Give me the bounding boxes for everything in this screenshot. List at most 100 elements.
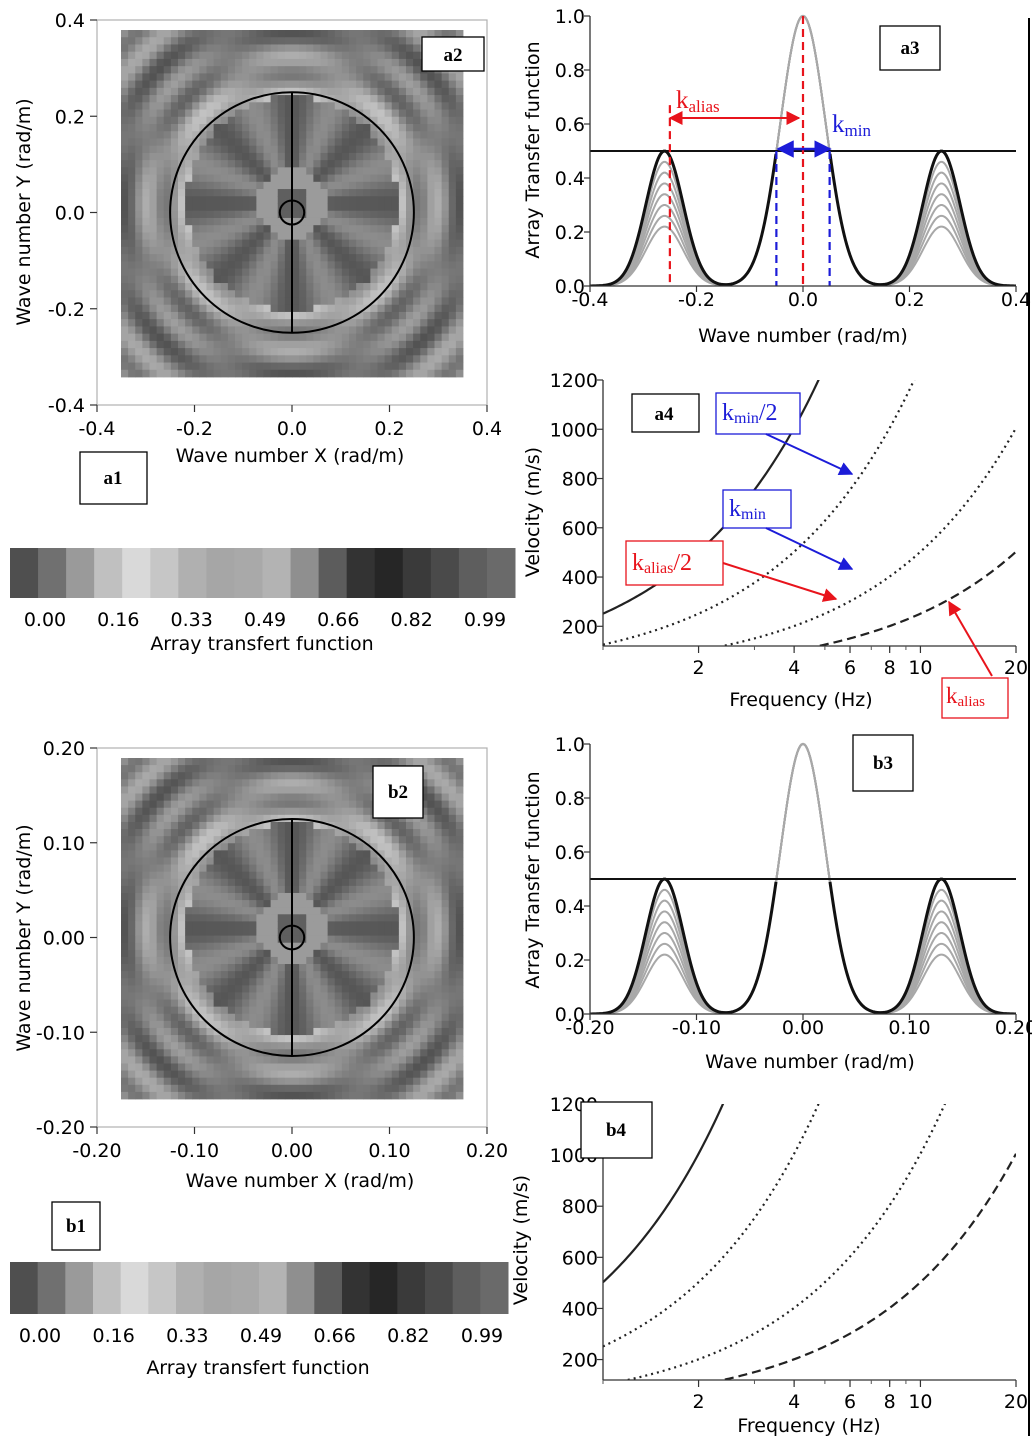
heatmap-cell	[235, 1020, 243, 1029]
heatmap-cell	[163, 246, 172, 255]
heatmap-cell	[448, 1013, 457, 1022]
heatmap-cell	[263, 1020, 272, 1029]
heatmap-cell	[313, 102, 321, 110]
heatmap-cell	[128, 196, 136, 204]
heatmap-cell	[413, 203, 421, 212]
heatmap-cell	[427, 268, 435, 277]
heatmap-cell	[235, 160, 243, 168]
heatmap-cell	[178, 978, 186, 986]
heatmap-cell	[356, 1070, 364, 1079]
heatmap-cell	[199, 914, 207, 922]
heatmap-cell	[341, 239, 350, 248]
heatmap-cell	[313, 95, 321, 103]
heatmap-cell	[320, 1063, 329, 1071]
heatmap-cell	[249, 369, 257, 378]
heatmap-cell	[199, 985, 207, 993]
heatmap-cell	[142, 765, 150, 773]
heatmap-cell	[149, 1027, 158, 1036]
heatmap-cell	[227, 319, 236, 327]
heatmap-cell	[406, 152, 414, 161]
heatmap-cell	[370, 95, 378, 103]
heatmap-cell	[391, 1020, 400, 1029]
heatmap-cell	[320, 992, 329, 1000]
heatmap-cell	[163, 942, 172, 951]
heatmap-cell	[128, 1020, 136, 1029]
heatmap-cell	[156, 999, 165, 1008]
panel-a3: -0.4 -0.2 0.0 0.2 0.40.00.20.40.60.81.0 Wave…	[522, 6, 1031, 347]
heatmap-cell	[142, 964, 150, 972]
heatmap-cell	[235, 210, 243, 219]
heatmap-cell	[406, 821, 414, 830]
heatmap-cell	[349, 80, 357, 89]
heatmap-cell	[427, 210, 435, 219]
heatmap-cell	[455, 203, 464, 212]
heatmap-cell	[327, 73, 336, 82]
heatmap-cell	[391, 152, 400, 161]
heatmap-cell	[256, 333, 264, 342]
heatmap-cell	[420, 914, 428, 922]
heatmap-cell	[235, 978, 243, 986]
heatmap-cell	[356, 196, 364, 204]
heatmap-cell	[156, 311, 165, 320]
heatmap-cell	[284, 800, 293, 809]
heatmap-cell	[156, 51, 165, 60]
heatmap-cell	[327, 999, 336, 1008]
heatmap-cell	[121, 1006, 129, 1015]
heatmap-cell	[270, 196, 279, 204]
heatmap-cell	[199, 871, 207, 880]
atf-curve-black	[590, 877, 1016, 1014]
heatmap-cell	[178, 283, 186, 291]
colorbar-segment	[346, 548, 376, 598]
heatmap-cell	[455, 319, 464, 327]
heatmap-cell	[356, 297, 364, 306]
heatmap-cell	[327, 949, 336, 958]
heatmap-cell	[199, 772, 207, 780]
heatmap-cell	[199, 261, 207, 269]
heatmap-cell	[149, 843, 158, 851]
heatmap-cell	[349, 1070, 357, 1079]
heatmap-cell	[327, 348, 336, 356]
heatmap-cell	[377, 37, 386, 45]
heatmap-cell	[356, 793, 364, 802]
heatmap-cell	[220, 1084, 229, 1093]
heatmap-cell	[156, 261, 165, 269]
heatmap-cell	[427, 964, 435, 972]
heatmap-cell	[135, 217, 143, 226]
heatmap-cell	[199, 160, 207, 168]
heatmap-cell	[121, 900, 129, 908]
heatmap-cell	[156, 821, 165, 830]
heatmap-cell	[341, 58, 350, 67]
heatmap-cell	[185, 786, 193, 794]
heatmap-cell	[270, 58, 279, 67]
heatmap-cell	[341, 914, 350, 922]
heatmap-cell	[356, 942, 364, 951]
heatmap-cell	[356, 80, 364, 89]
heatmap-cell	[320, 1070, 329, 1079]
heatmap-cell	[185, 1035, 193, 1043]
heatmap-cell	[363, 864, 371, 873]
heatmap-cell	[227, 786, 236, 794]
heatmap-cell	[363, 210, 371, 219]
heatmap-cell	[206, 225, 215, 233]
heatmap-cell	[220, 80, 229, 89]
heatmap-cell	[199, 829, 207, 837]
heatmap-cell	[163, 1056, 172, 1064]
heatmap-cell	[206, 355, 215, 363]
heatmap-cell	[384, 275, 393, 284]
heatmap-cell	[156, 333, 165, 342]
heatmap-cell	[256, 1091, 264, 1100]
heatmap-cell	[277, 878, 286, 887]
heatmap-cell	[220, 843, 229, 851]
heatmap-cell	[441, 174, 450, 183]
heatmap-cell	[206, 304, 215, 313]
heatmap-cell	[441, 116, 450, 125]
heatmap-cell	[420, 978, 428, 986]
heatmap-cell	[270, 978, 279, 986]
heatmap-cell	[135, 864, 143, 873]
heatmap-cell	[434, 942, 443, 951]
heatmap-cell	[299, 907, 307, 915]
heatmap-cell	[292, 362, 300, 371]
heatmap-cell	[121, 311, 129, 320]
heatmap-cell	[384, 254, 393, 262]
heatmap-cell	[349, 829, 357, 837]
